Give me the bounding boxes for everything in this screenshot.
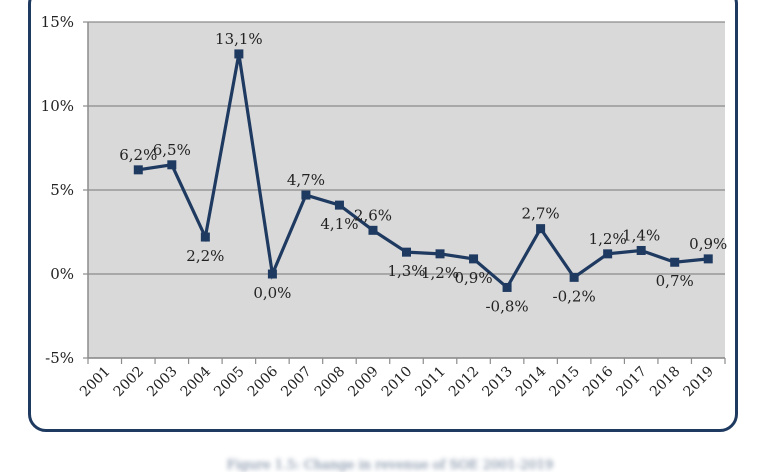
- x-tick-label: 2002: [111, 364, 148, 401]
- data-label: 2,6%: [354, 206, 392, 224]
- y-tick-label: 5%: [50, 181, 74, 199]
- data-label: 0,0%: [253, 284, 291, 302]
- x-tick-label: 2017: [613, 364, 650, 401]
- data-label: 1,2%: [421, 264, 459, 282]
- x-tick-label: 2003: [144, 364, 181, 401]
- x-tick-label: 2001: [77, 364, 114, 401]
- x-tick-label: 2019: [681, 364, 718, 401]
- x-tick-label: 2012: [446, 364, 483, 401]
- data-point: [334, 200, 344, 210]
- data-point: [234, 49, 244, 59]
- figure-caption: Figure 1.5: Change in revenue of SOE 200…: [226, 458, 554, 472]
- data-point: [536, 224, 546, 234]
- data-label: 2,7%: [522, 205, 560, 223]
- x-tick-label: 2015: [546, 364, 583, 401]
- data-point: [603, 249, 613, 259]
- data-label: 0,9%: [454, 269, 492, 287]
- x-tick-label: 2005: [211, 364, 248, 401]
- data-point: [569, 272, 579, 282]
- data-point: [301, 190, 311, 200]
- data-point: [703, 254, 713, 264]
- x-tick-label: 2007: [278, 364, 315, 401]
- x-tick-label: 2018: [647, 364, 684, 401]
- data-point: [435, 249, 445, 259]
- data-point: [402, 247, 411, 257]
- data-label: 13,1%: [215, 30, 263, 48]
- data-point: [636, 245, 646, 255]
- data-label: 2,2%: [186, 247, 224, 265]
- x-tick-label: 2006: [245, 363, 282, 400]
- x-tick-label: 2004: [178, 363, 215, 400]
- data-point: [670, 257, 680, 267]
- y-tick-label: -5%: [45, 349, 74, 367]
- data-point: [200, 232, 210, 242]
- data-point: [368, 225, 378, 235]
- data-label: 4,1%: [320, 215, 358, 233]
- x-tick-label: 2008: [312, 364, 349, 401]
- series-line: [138, 53, 709, 290]
- y-tick-label: 15%: [41, 13, 74, 31]
- x-tick-label: 2010: [379, 364, 416, 401]
- data-label: 6,2%: [119, 146, 157, 164]
- x-tick-label: 2009: [345, 364, 382, 401]
- data-label: 0,9%: [689, 235, 727, 253]
- y-tick-label: 0%: [50, 265, 74, 283]
- data-point: [267, 269, 277, 279]
- data-label: -0,2%: [553, 287, 596, 305]
- data-point: [469, 254, 479, 264]
- x-tick-label: 2013: [479, 364, 516, 401]
- data-label: 6,5%: [153, 141, 191, 159]
- data-point: [502, 282, 512, 292]
- x-tick-label: 2016: [580, 363, 617, 400]
- data-label: 1,4%: [622, 226, 660, 244]
- data-label: 1,2%: [589, 230, 627, 248]
- y-tick-label: 10%: [41, 97, 74, 115]
- x-tick-label: 2014: [513, 363, 550, 400]
- data-point: [167, 160, 177, 170]
- data-label: 1,3%: [387, 262, 425, 280]
- data-point: [133, 165, 143, 175]
- data-label: 0,7%: [656, 272, 694, 290]
- data-label: 4,7%: [287, 171, 325, 189]
- data-label: -0,8%: [485, 297, 528, 315]
- x-tick-label: 2011: [412, 364, 449, 401]
